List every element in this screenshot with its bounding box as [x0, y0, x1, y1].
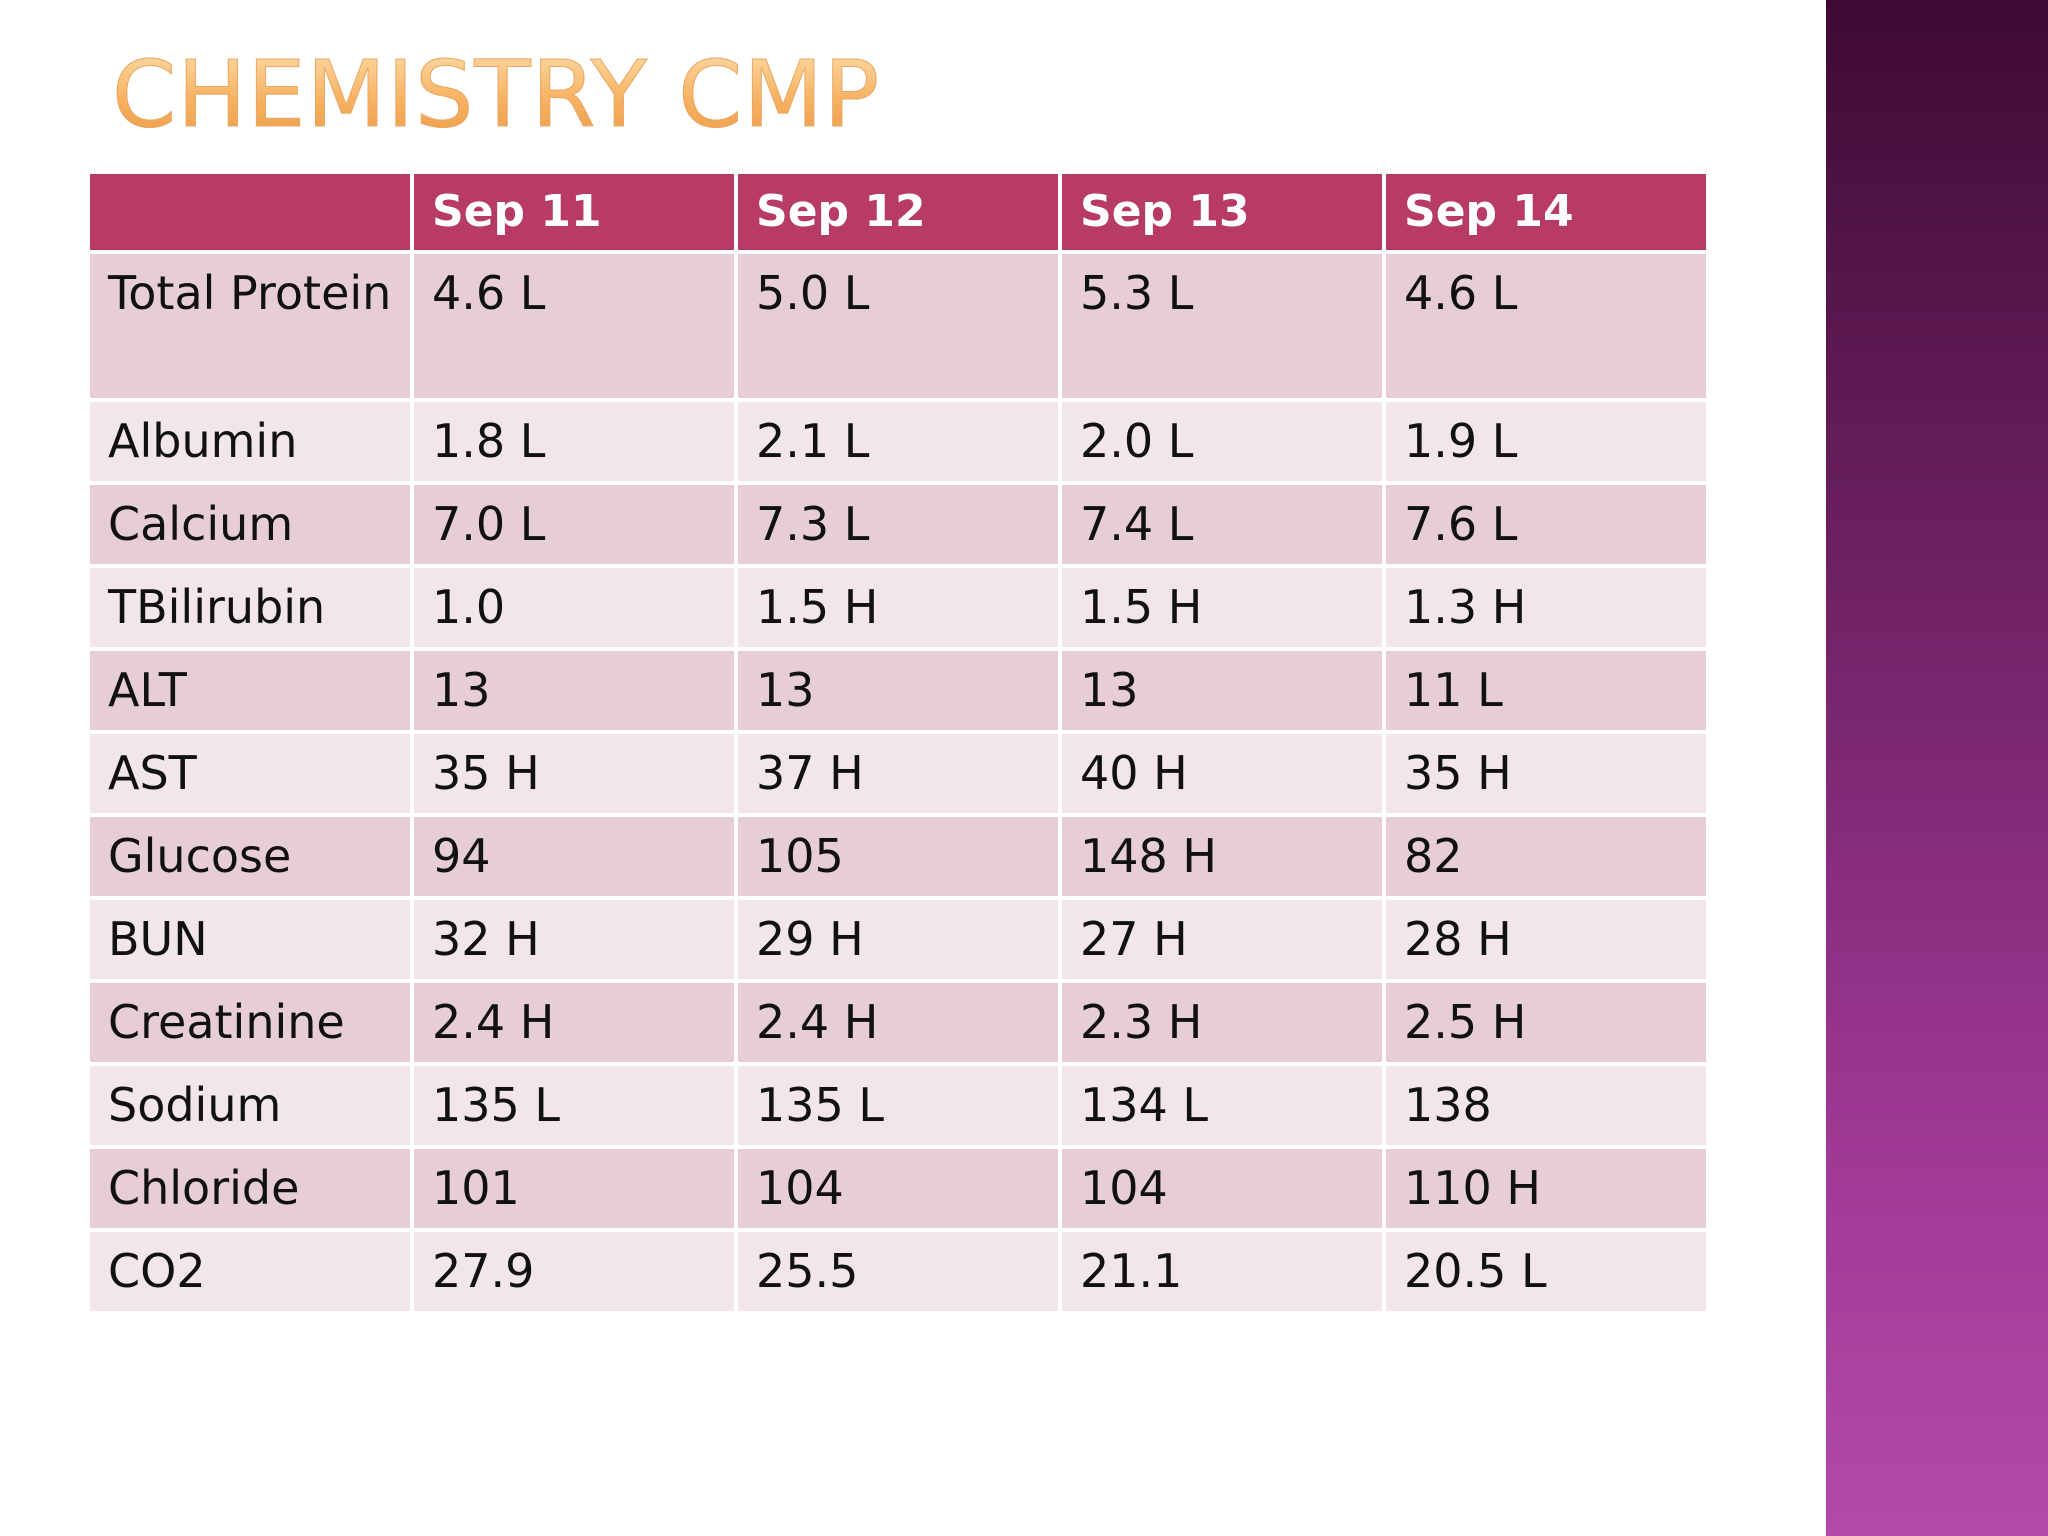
value-cell: 7.6 L: [1386, 485, 1706, 564]
value-cell: 1.5 H: [1062, 568, 1382, 647]
value-cell: 35 H: [1386, 734, 1706, 813]
value-cell: 2.3 H: [1062, 983, 1382, 1062]
value-cell: 21.1: [1062, 1232, 1382, 1311]
value-cell: 148 H: [1062, 817, 1382, 896]
decorative-side-band: [1826, 0, 2048, 1536]
value-cell: 138: [1386, 1066, 1706, 1145]
value-cell: 135 L: [738, 1066, 1058, 1145]
value-cell: 35 H: [414, 734, 734, 813]
column-header-sep-14: Sep 14: [1386, 174, 1706, 250]
value-cell: 1.3 H: [1386, 568, 1706, 647]
test-name-cell: CO2: [90, 1232, 410, 1311]
value-cell: 94: [414, 817, 734, 896]
table-row: Glucose 94 105 148 H 82: [90, 817, 1706, 896]
value-cell: 104: [1062, 1149, 1382, 1228]
value-cell: 25.5: [738, 1232, 1058, 1311]
table-row: Total Protein 4.6 L 5.0 L 5.3 L 4.6 L: [90, 254, 1706, 398]
value-cell: 37 H: [738, 734, 1058, 813]
value-cell: 2.4 H: [414, 983, 734, 1062]
value-cell: 1.0: [414, 568, 734, 647]
value-cell: 101: [414, 1149, 734, 1228]
table-row: Sodium 135 L 135 L 134 L 138: [90, 1066, 1706, 1145]
value-cell: 1.8 L: [414, 402, 734, 481]
table-row: AST 35 H 37 H 40 H 35 H: [90, 734, 1706, 813]
table-row: TBilirubin 1.0 1.5 H 1.5 H 1.3 H: [90, 568, 1706, 647]
column-header-sep-12: Sep 12: [738, 174, 1058, 250]
test-name-cell: Calcium: [90, 485, 410, 564]
value-cell: 104: [738, 1149, 1058, 1228]
header-row: Sep 11 Sep 12 Sep 13 Sep 14: [90, 174, 1706, 250]
test-name-cell: Sodium: [90, 1066, 410, 1145]
test-name-cell: Glucose: [90, 817, 410, 896]
table-row: BUN 32 H 29 H 27 H 28 H: [90, 900, 1706, 979]
value-cell: 135 L: [414, 1066, 734, 1145]
value-cell: 2.0 L: [1062, 402, 1382, 481]
test-name-cell: Albumin: [90, 402, 410, 481]
value-cell: 134 L: [1062, 1066, 1382, 1145]
header-corner-cell: [90, 174, 410, 250]
chemistry-table: Sep 11 Sep 12 Sep 13 Sep 14 Total Protei…: [86, 170, 1710, 1315]
test-name-cell: AST: [90, 734, 410, 813]
value-cell: 105: [738, 817, 1058, 896]
test-name-cell: Creatinine: [90, 983, 410, 1062]
value-cell: 40 H: [1062, 734, 1382, 813]
value-cell: 11 L: [1386, 651, 1706, 730]
value-cell: 7.3 L: [738, 485, 1058, 564]
value-cell: 5.3 L: [1062, 254, 1382, 398]
value-cell: 1.9 L: [1386, 402, 1706, 481]
value-cell: 2.5 H: [1386, 983, 1706, 1062]
table-row: ALT 13 13 13 11 L: [90, 651, 1706, 730]
table-row: Calcium 7.0 L 7.3 L 7.4 L 7.6 L: [90, 485, 1706, 564]
value-cell: 4.6 L: [1386, 254, 1706, 398]
value-cell: 2.4 H: [738, 983, 1058, 1062]
slide: Chemistry CMP Sep 11 Sep 12 Sep 13 Sep 1…: [86, 40, 1710, 1315]
test-name-cell: Total Protein: [90, 254, 410, 398]
value-cell: 13: [1062, 651, 1382, 730]
value-cell: 27.9: [414, 1232, 734, 1311]
test-name-cell: BUN: [90, 900, 410, 979]
value-cell: 5.0 L: [738, 254, 1058, 398]
value-cell: 1.5 H: [738, 568, 1058, 647]
test-name-cell: Chloride: [90, 1149, 410, 1228]
value-cell: 4.6 L: [414, 254, 734, 398]
column-header-sep-11: Sep 11: [414, 174, 734, 250]
column-header-sep-13: Sep 13: [1062, 174, 1382, 250]
value-cell: 13: [738, 651, 1058, 730]
value-cell: 20.5 L: [1386, 1232, 1706, 1311]
value-cell: 7.0 L: [414, 485, 734, 564]
test-name-cell: ALT: [90, 651, 410, 730]
table-row: Albumin 1.8 L 2.1 L 2.0 L 1.9 L: [90, 402, 1706, 481]
value-cell: 110 H: [1386, 1149, 1706, 1228]
table-row: Creatinine 2.4 H 2.4 H 2.3 H 2.5 H: [90, 983, 1706, 1062]
value-cell: 27 H: [1062, 900, 1382, 979]
value-cell: 28 H: [1386, 900, 1706, 979]
value-cell: 82: [1386, 817, 1706, 896]
table-row: Chloride 101 104 104 110 H: [90, 1149, 1706, 1228]
value-cell: 29 H: [738, 900, 1058, 979]
value-cell: 13: [414, 651, 734, 730]
table-row: CO2 27.9 25.5 21.1 20.5 L: [90, 1232, 1706, 1311]
value-cell: 32 H: [414, 900, 734, 979]
slide-title: Chemistry CMP: [111, 41, 881, 149]
value-cell: 2.1 L: [738, 402, 1058, 481]
value-cell: 7.4 L: [1062, 485, 1382, 564]
test-name-cell: TBilirubin: [90, 568, 410, 647]
